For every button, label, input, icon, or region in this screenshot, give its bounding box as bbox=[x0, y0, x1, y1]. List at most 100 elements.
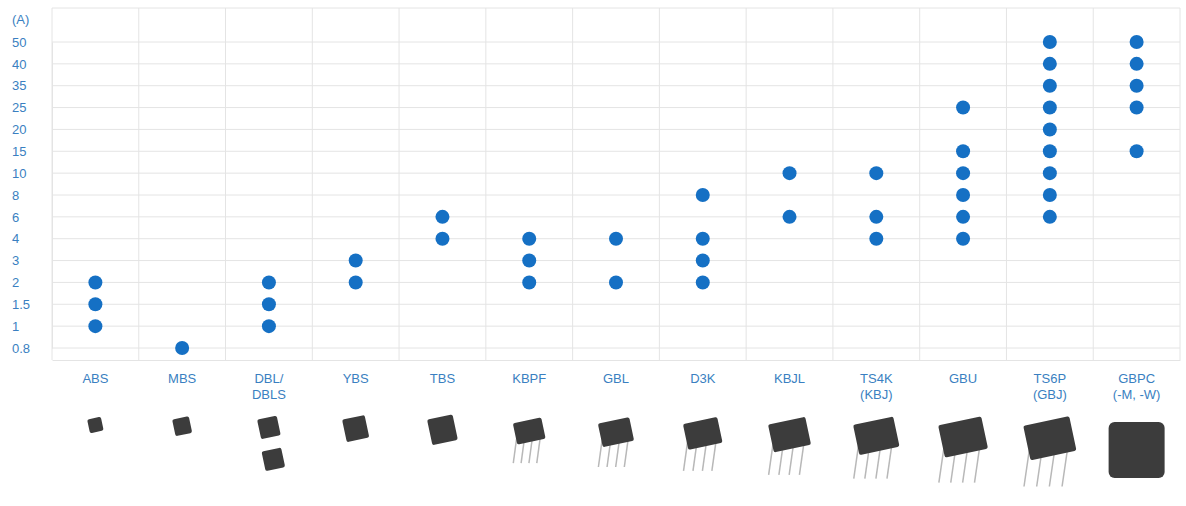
column-line bbox=[746, 8, 747, 360]
y-tick: 25 bbox=[12, 100, 52, 115]
x-tick: TBS bbox=[430, 360, 456, 386]
package-icon bbox=[1023, 416, 1076, 486]
x-tick-label: KBPF bbox=[512, 371, 546, 386]
column-line bbox=[1180, 8, 1181, 360]
dot bbox=[349, 254, 363, 268]
dot bbox=[696, 232, 710, 246]
dot bbox=[956, 232, 970, 246]
dot bbox=[1130, 101, 1144, 115]
column-line bbox=[659, 8, 660, 360]
x-tick: GBPC(-M, -W) bbox=[1113, 360, 1161, 402]
y-tick-label: 8 bbox=[12, 188, 19, 203]
x-tick-label-line: (KBJ) bbox=[860, 387, 893, 402]
frame-top bbox=[52, 8, 1180, 9]
dot bbox=[522, 254, 536, 268]
x-tick-label-line: KBJL bbox=[774, 371, 805, 386]
dot bbox=[956, 101, 970, 115]
dot bbox=[88, 319, 102, 333]
package-body bbox=[1023, 416, 1076, 460]
y-tick: 35 bbox=[12, 78, 52, 93]
grid-line bbox=[52, 129, 1180, 130]
dot bbox=[783, 210, 797, 224]
dot bbox=[262, 319, 276, 333]
dot bbox=[1043, 210, 1057, 224]
y-tick: 15 bbox=[12, 144, 52, 159]
x-tick-label: TS4K(KBJ) bbox=[860, 371, 893, 402]
y-tick: 0.8 bbox=[12, 341, 52, 356]
x-tick-label-line: (GBJ) bbox=[1033, 387, 1067, 402]
x-tick-label: KBJL bbox=[774, 371, 805, 386]
dot bbox=[435, 210, 449, 224]
package-body bbox=[261, 447, 285, 471]
x-tick: DBL/DBLS bbox=[252, 360, 286, 402]
package-icon bbox=[172, 416, 192, 436]
column-line bbox=[225, 8, 226, 360]
grid-line bbox=[52, 42, 1180, 43]
y-tick-label: 0.8 bbox=[12, 341, 30, 356]
y-tick: 20 bbox=[12, 122, 52, 137]
column-line bbox=[312, 8, 313, 360]
dot bbox=[262, 275, 276, 289]
dot bbox=[696, 254, 710, 268]
dot bbox=[869, 166, 883, 180]
y-tick-label: 20 bbox=[12, 122, 26, 137]
package-icon bbox=[87, 417, 104, 434]
y-tick: 40 bbox=[12, 57, 52, 72]
dot bbox=[1130, 35, 1144, 49]
dot bbox=[869, 210, 883, 224]
y-tick: 1.5 bbox=[12, 297, 52, 312]
package-body bbox=[768, 417, 811, 453]
y-tick-label: 10 bbox=[12, 166, 26, 181]
column-line bbox=[52, 8, 53, 360]
x-tick-label-line: TS4K bbox=[860, 371, 893, 386]
dot bbox=[175, 341, 189, 355]
dot bbox=[522, 275, 536, 289]
package-body bbox=[172, 416, 192, 436]
grid-line bbox=[52, 107, 1180, 108]
y-tick-label: 3 bbox=[12, 253, 19, 268]
grid-line bbox=[52, 63, 1180, 64]
x-tick-label: TBS bbox=[430, 371, 456, 386]
x-tick: MBS bbox=[168, 360, 197, 386]
chart: 0.8 1 1.5 2 3 4 6 8 10 15 20 25 35 40 50 (A) ABS MBS DBL/D… bbox=[0, 0, 1186, 506]
x-tick-label-line: TBS bbox=[430, 371, 456, 386]
x-tick-label: DBL/DBLS bbox=[252, 371, 286, 402]
dot bbox=[956, 144, 970, 158]
package-icon bbox=[683, 417, 723, 471]
y-axis-title: (A) bbox=[12, 12, 29, 27]
grid-line bbox=[52, 260, 1180, 261]
x-tick-label-line: TS6P bbox=[1034, 371, 1067, 386]
package-icon bbox=[1109, 422, 1165, 478]
package-body bbox=[257, 416, 281, 440]
dot bbox=[1043, 57, 1057, 71]
column-line bbox=[832, 8, 833, 360]
x-tick-label: GBU bbox=[949, 371, 977, 386]
x-tick-label-line: ABS bbox=[82, 371, 108, 386]
x-tick-label: ABS bbox=[82, 371, 108, 386]
package-icon bbox=[938, 416, 988, 482]
dot bbox=[1130, 57, 1144, 71]
package-icons bbox=[87, 414, 1165, 486]
y-tick: 50 bbox=[12, 35, 52, 50]
dot bbox=[1130, 144, 1144, 158]
column-line bbox=[1093, 8, 1094, 360]
y-tick-label: 6 bbox=[12, 210, 19, 225]
dot bbox=[262, 297, 276, 311]
column-line bbox=[1006, 8, 1007, 360]
x-tick-label-line: MBS bbox=[168, 371, 197, 386]
y-tick-label: 35 bbox=[12, 78, 26, 93]
dot bbox=[88, 275, 102, 289]
y-tick: 1 bbox=[12, 319, 52, 334]
x-tick-label: YBS bbox=[343, 371, 369, 386]
x-tick: KBJL bbox=[774, 360, 805, 386]
dot bbox=[956, 166, 970, 180]
y-tick: 2 bbox=[12, 275, 52, 290]
column-line bbox=[485, 8, 486, 360]
dot bbox=[609, 232, 623, 246]
y-axis-line bbox=[52, 43, 53, 349]
dot bbox=[1043, 166, 1057, 180]
y-tick-label: 15 bbox=[12, 144, 26, 159]
y-tick-label: 4 bbox=[12, 231, 19, 246]
x-tick-label-line: YBS bbox=[343, 371, 369, 386]
x-tick: KBPF bbox=[512, 360, 546, 386]
